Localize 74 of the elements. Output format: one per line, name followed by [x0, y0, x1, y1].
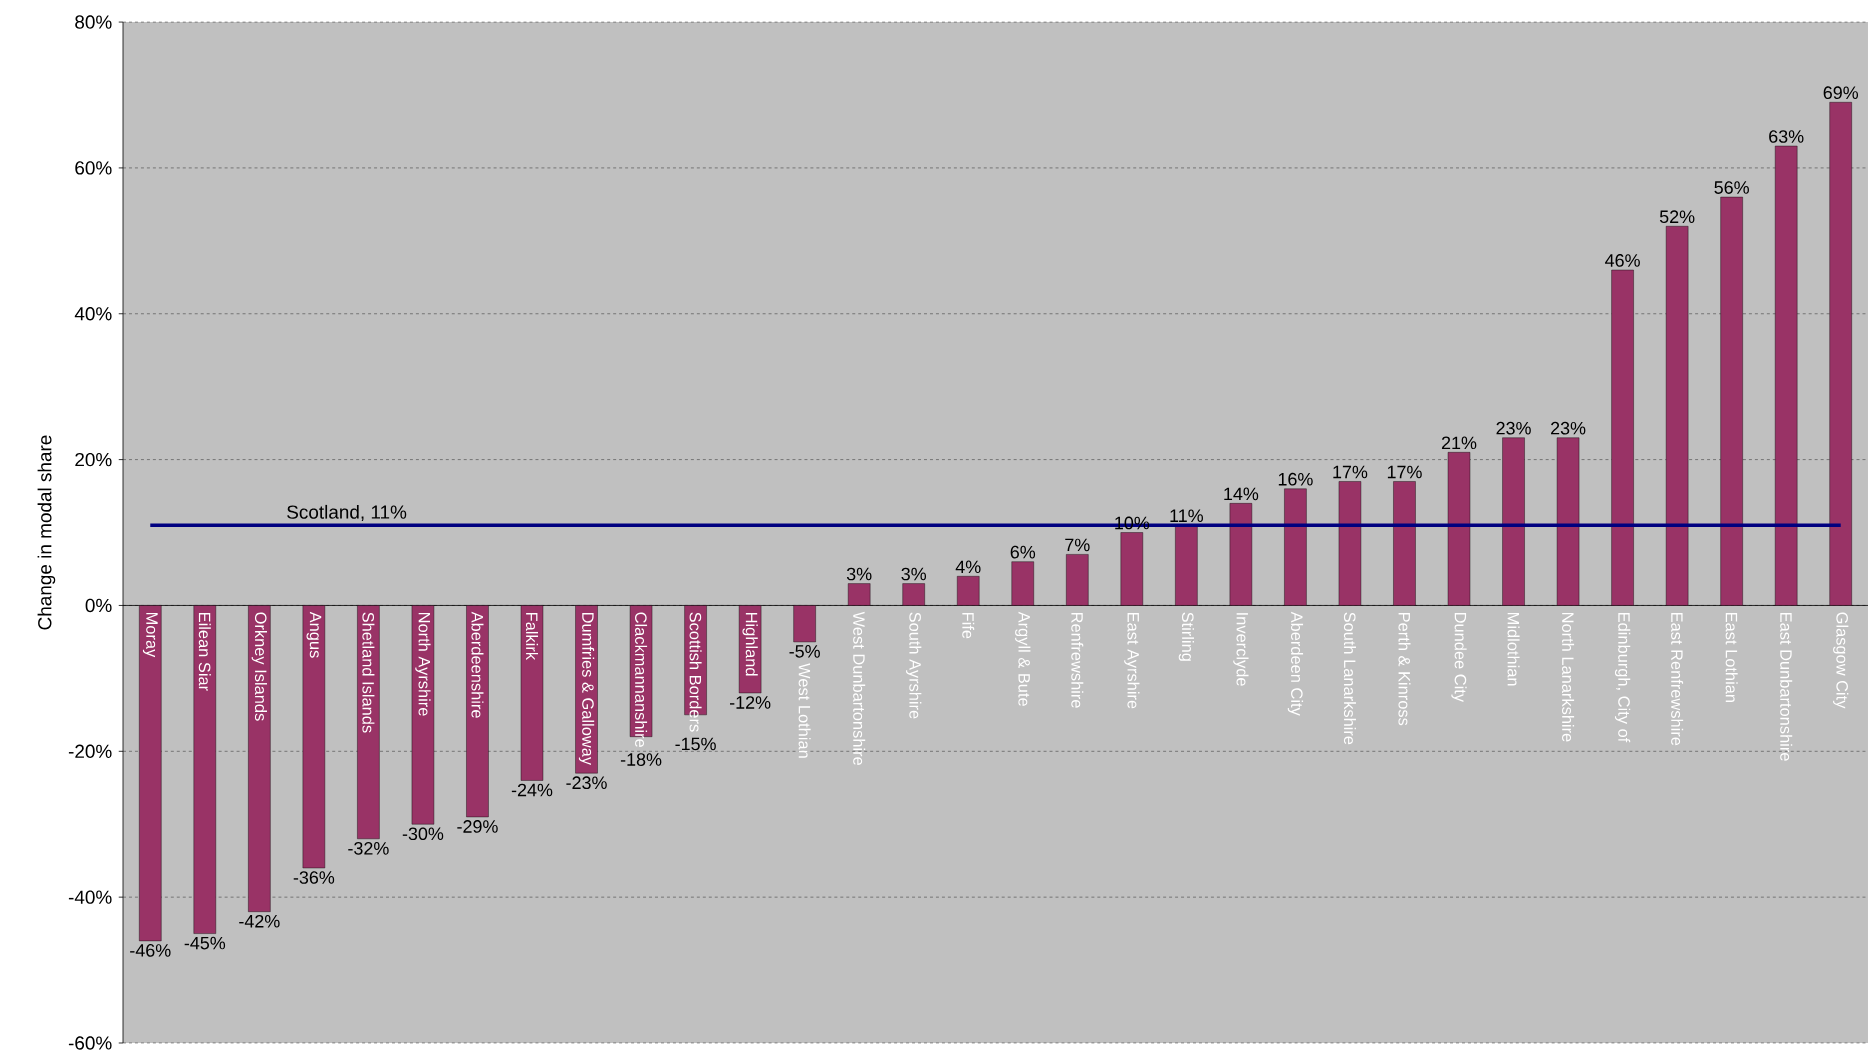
- x-tick-label: East Ayrshire: [1124, 612, 1140, 709]
- x-tick-label: East Lothian: [1725, 612, 1738, 702]
- data-label: -32%: [348, 841, 389, 855]
- x-tick-label: Highland: [742, 612, 758, 676]
- x-tick-label: Argyll & Bute: [1015, 611, 1031, 706]
- data-label: 6%: [1010, 545, 1036, 559]
- data-label: 3%: [901, 567, 927, 581]
- data-label: 69%: [1823, 86, 1859, 100]
- x-tick-label: Eilean Siar: [198, 612, 211, 691]
- data-label: 17%: [1387, 465, 1422, 479]
- data-label: 14%: [1224, 487, 1259, 501]
- data-label: -23%: [566, 776, 607, 790]
- data-label: 46%: [1605, 254, 1640, 267]
- x-tick-label: Angus: [306, 611, 322, 658]
- y-tick-label: -20%: [68, 744, 112, 758]
- x-tick-label: Scottish Borders: [689, 612, 702, 732]
- data-label: -46%: [130, 944, 171, 957]
- data-label: -36%: [293, 871, 335, 884]
- x-tick-label: Clackmannanshire: [635, 612, 648, 748]
- x-tick-label: Renfrewshire: [1071, 612, 1084, 708]
- x-tick-label: Perth & Kinross: [1398, 612, 1411, 726]
- x-tick-label: Dundee City: [1451, 612, 1467, 703]
- data-label: -45%: [184, 936, 226, 950]
- data-label: 4%: [955, 560, 981, 574]
- data-label: 56%: [1714, 181, 1749, 194]
- x-tick-label: Shetland Islands: [362, 612, 375, 733]
- data-label: 23%: [1496, 421, 1531, 435]
- data-label: -12%: [729, 696, 771, 709]
- data-label: -5%: [789, 645, 820, 658]
- x-tick-label: Fife: [962, 612, 975, 639]
- data-label: 16%: [1278, 472, 1313, 486]
- x-tick-label: West Lothian: [798, 663, 811, 758]
- data-label: 7%: [1065, 538, 1090, 552]
- x-tick-label: South Lanarkshire: [1343, 612, 1356, 745]
- y-tick-label: 20%: [75, 452, 112, 467]
- x-tick-label: Glasgow City: [1833, 612, 1849, 709]
- x-tick-label: Aberdeen City: [1287, 611, 1304, 716]
- data-label: -15%: [675, 737, 716, 751]
- x-tick-label: West Dunbartonshire: [853, 611, 866, 765]
- y-tick-label: 60%: [75, 161, 112, 175]
- data-label: 17%: [1333, 465, 1368, 479]
- data-label: 21%: [1441, 436, 1477, 450]
- data-label: 10%: [1115, 516, 1150, 530]
- x-tick-label: South Ayrshire: [906, 612, 922, 719]
- x-tick-label: East Dunbartonshire: [1780, 612, 1793, 761]
- data-label: 3%: [846, 567, 872, 581]
- x-tick-label: Inverclyde: [1233, 613, 1249, 686]
- x-tick-label: Aberdeenshire: [471, 611, 484, 718]
- x-tick-label: Edinburgh, City of: [1614, 612, 1631, 743]
- x-tick-label: Moray: [142, 612, 158, 658]
- y-tick-label: 0%: [85, 598, 112, 613]
- data-label: 11%: [1170, 509, 1203, 523]
- data-label: 63%: [1769, 130, 1804, 143]
- data-label: -18%: [620, 753, 662, 766]
- data-label: 52%: [1659, 210, 1695, 224]
- x-tick-label: Orkney Islands: [251, 612, 267, 721]
- data-label: -30%: [402, 827, 444, 841]
- x-tick-label: East Renfrewshire: [1671, 612, 1684, 746]
- y-tick-label: 40%: [74, 307, 112, 321]
- y-tick-label: -60%: [68, 1036, 112, 1050]
- y-tick-label: -40%: [68, 890, 112, 904]
- data-label: -29%: [457, 820, 498, 833]
- x-tick-label: Stirling: [1178, 612, 1195, 661]
- x-tick-label: Midlothian: [1507, 612, 1520, 686]
- x-tick-label: Falkirk: [525, 612, 539, 661]
- data-label: 23%: [1551, 421, 1586, 435]
- y-axis-title: Change in modal share: [37, 435, 56, 630]
- ref-line-label: Scotland, 11%: [287, 504, 407, 522]
- data-label: -24%: [511, 783, 553, 797]
- data-label: -42%: [239, 914, 280, 928]
- x-tick-label: Dumfries & Galloway: [578, 612, 595, 766]
- x-tick-label: North Ayrshire: [415, 612, 431, 716]
- x-tick-label: North Lanarkshire: [1562, 612, 1575, 742]
- y-tick-label: 80%: [75, 15, 112, 29]
